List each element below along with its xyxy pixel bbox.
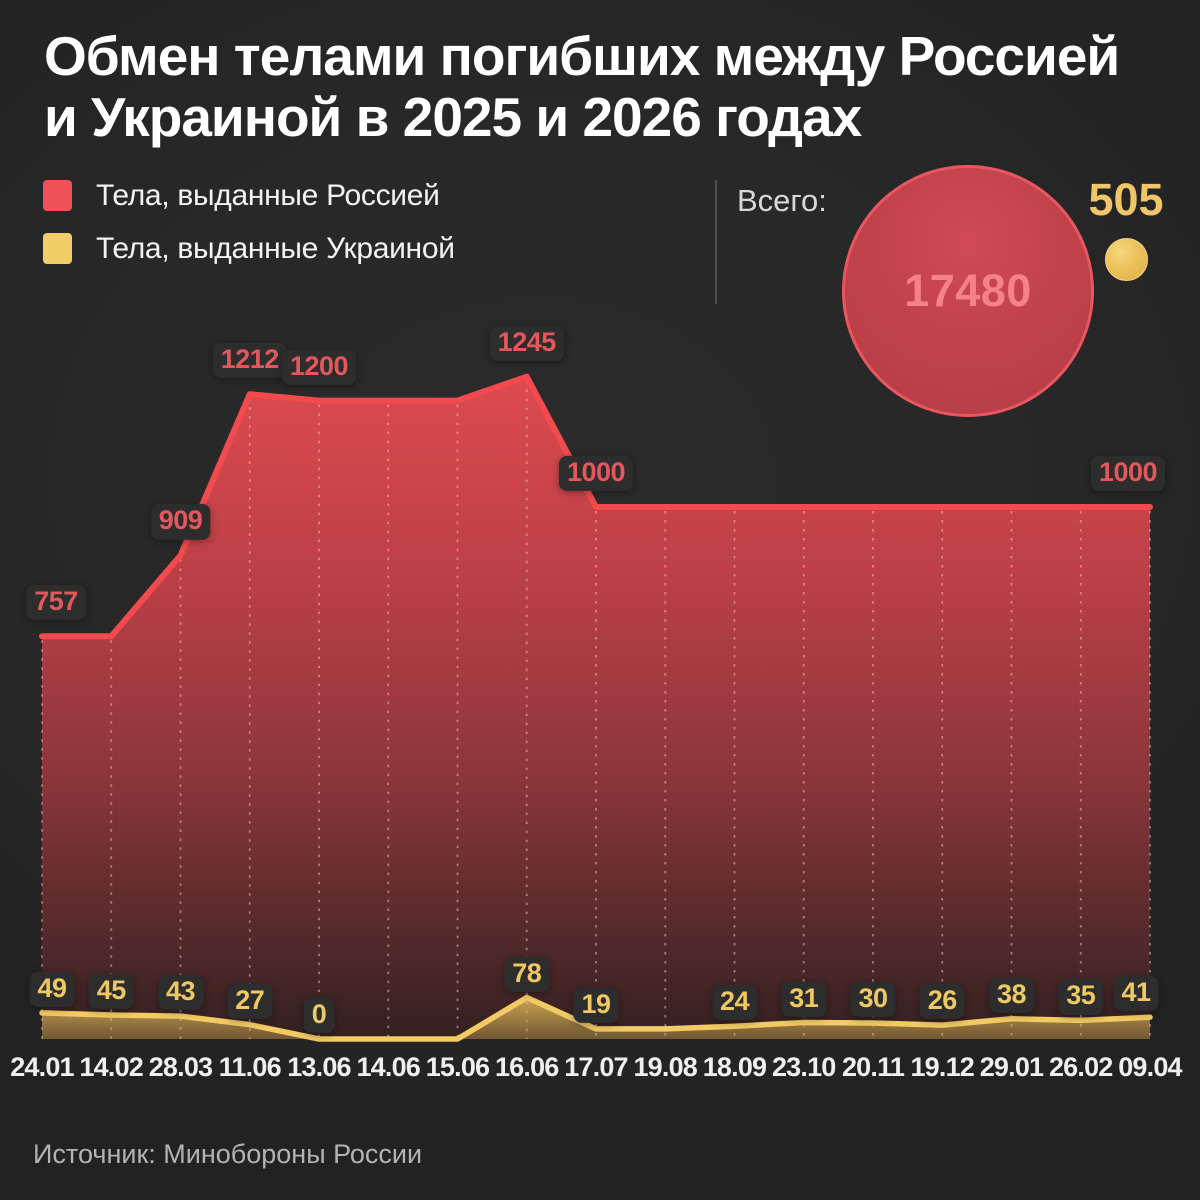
- source-caption: Источник: Минобороны России: [33, 1139, 423, 1169]
- ukraine-total-bubble: [1105, 238, 1148, 281]
- totals-label: Всего:: [737, 183, 827, 218]
- gridlines: [41, 380, 1151, 1039]
- chart-title: Обмен телами погибших между Россией и Ук…: [44, 26, 1184, 148]
- russia-area: [42, 376, 1150, 1039]
- ukraine-total-value: 505: [1088, 174, 1164, 225]
- russia-total-bubble: 17480: [842, 165, 1094, 417]
- legend-label-ukraine: Тела, выданные Украиной: [96, 231, 455, 265]
- chart-title-line1: Обмен телами погибших между Россией: [44, 25, 1120, 87]
- ukraine-line: [39, 994, 1153, 1042]
- ukraine-swatch-icon: [43, 233, 72, 264]
- russia-swatch-icon: [43, 180, 72, 211]
- chart-title-line2: и Украиной в 2025 и 2026 годах: [44, 86, 862, 148]
- legend-label-russia: Тела, выданные Россией: [96, 178, 440, 212]
- russia-total-value: 17480: [904, 265, 1032, 316]
- legend-item-russia: Тела, выданные Россией: [43, 179, 455, 212]
- legend: Тела, выданные Россией Тела, выданные Ук…: [43, 179, 455, 285]
- ukraine-area: [42, 997, 1150, 1039]
- legend-item-ukraine: Тела, выданные Украиной: [43, 232, 455, 265]
- russia-line: [39, 373, 1153, 640]
- legend-totals-divider: [715, 180, 717, 304]
